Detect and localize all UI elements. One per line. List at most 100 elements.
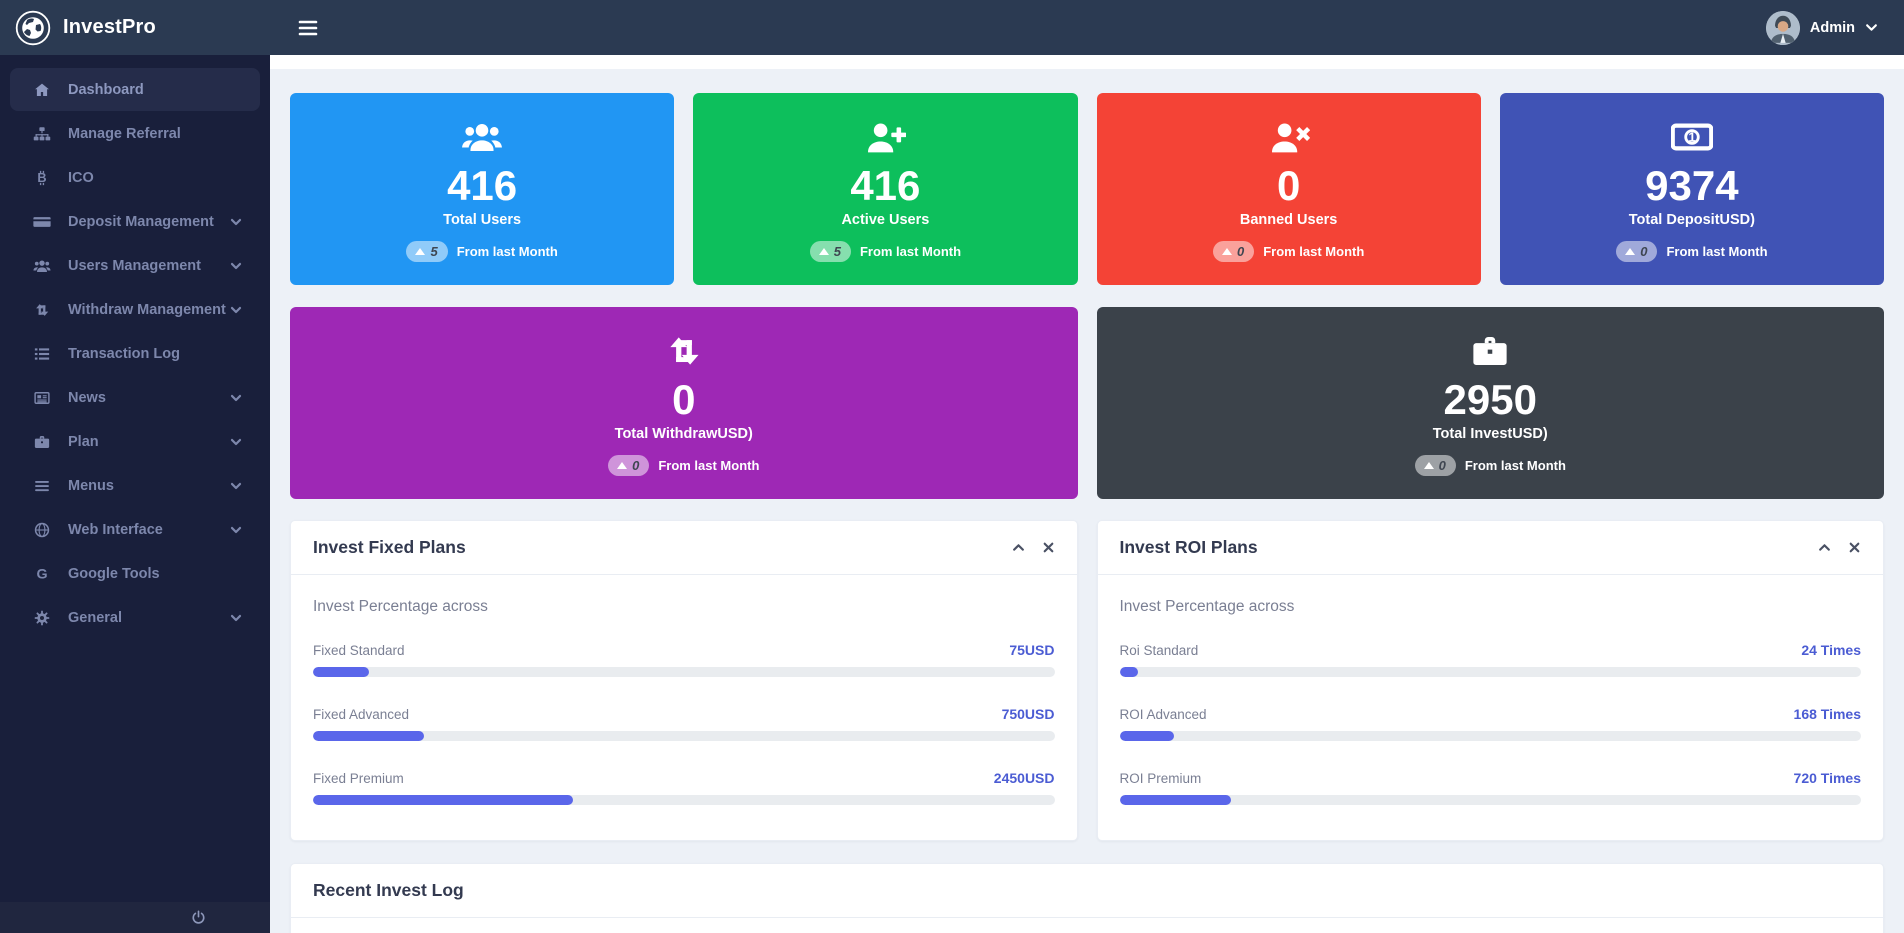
stat-label: Active Users	[841, 212, 930, 229]
stat-value: 416	[447, 161, 518, 209]
close-icon[interactable]	[1848, 541, 1861, 554]
stat-delta: 0 From last Month	[608, 455, 760, 477]
stat-card-active-users: 416 Active Users 5 From last Month	[693, 93, 1078, 285]
delta-badge: 0	[608, 455, 650, 477]
retweet-icon	[663, 330, 705, 372]
delta-value: 0	[632, 458, 640, 474]
chevron-down-icon	[1865, 21, 1878, 34]
sidebar-item-dashboard[interactable]: Dashboard	[10, 68, 260, 111]
user-menu[interactable]: Admin	[1765, 10, 1878, 45]
plan-label: Roi Standard	[1119, 643, 1199, 658]
sidebar-item-web-interface[interactable]: Web Interface	[10, 508, 260, 551]
plan-row-fixed-standard: Fixed Standard 75USD	[313, 642, 1055, 677]
recent-invest-log-panel: Recent Invest Log	[290, 863, 1884, 933]
hamburger-icon[interactable]	[296, 16, 320, 40]
sidebar-item-deposit-management[interactable]: Deposit Management	[10, 200, 260, 243]
sidebar-item-label: Plan	[68, 433, 99, 450]
user-plus-icon	[864, 116, 907, 158]
plan-value: 168 Times	[1793, 706, 1861, 722]
app-title: InvestPro	[63, 16, 156, 38]
plan-row-roi-standard: Roi Standard 24 Times	[1119, 642, 1861, 677]
globe-logo-icon	[15, 10, 51, 46]
progress-track	[313, 667, 1055, 677]
sidebar-item-manage-referral[interactable]: Manage Referral	[10, 112, 260, 155]
panel-title: Invest ROI Plans	[1119, 537, 1258, 557]
stat-cards-row2: 0 Total WithdrawUSD) 0 From last Month 2950 T…	[290, 307, 1884, 499]
plan-value: 75USD	[1009, 642, 1055, 658]
sidebar-item-withdraw-management[interactable]: Withdraw Management	[10, 288, 260, 331]
stat-label: Total Users	[443, 212, 522, 229]
chevron-down-icon	[230, 392, 242, 404]
sidebar-item-users-management[interactable]: Users Management	[10, 244, 260, 287]
panel-header: Invest ROI Plans	[1097, 521, 1883, 575]
progress-fill	[313, 795, 573, 805]
caret-up-icon	[415, 248, 426, 256]
users-icon	[32, 257, 52, 275]
stat-label: Total WithdrawUSD)	[614, 426, 753, 443]
brand[interactable]: InvestPro	[0, 10, 270, 46]
sidebar-item-plan[interactable]: Plan	[10, 420, 260, 463]
caret-up-icon	[1221, 248, 1232, 256]
stat-card-banned-users: 0 Banned Users 0 From last Month	[1096, 93, 1481, 285]
stat-delta: 5 From last Month	[406, 241, 558, 263]
list-icon	[32, 345, 52, 363]
delta-note: From last Month	[658, 458, 760, 474]
caret-up-icon	[1625, 248, 1636, 256]
delta-value: 5	[430, 244, 438, 260]
plan-value: 750USD	[1001, 706, 1055, 722]
briefcase-icon	[32, 433, 52, 451]
panel-title: Recent Invest Log	[313, 880, 464, 900]
panel-header: Recent Invest Log	[291, 864, 1883, 918]
stat-value: 0	[1276, 161, 1301, 209]
delta-note: From last Month	[456, 244, 558, 260]
collapse-icon[interactable]	[1818, 541, 1831, 554]
delta-note: From last Month	[859, 244, 962, 260]
sidebar-item-ico[interactable]: B ICO	[10, 156, 260, 199]
avatar	[1765, 10, 1800, 45]
caret-up-icon	[818, 248, 829, 256]
progress-fill	[1119, 795, 1231, 805]
stat-delta: 0 From last Month	[1414, 455, 1566, 477]
progress-track	[1119, 731, 1861, 741]
delta-badge: 0	[1212, 241, 1255, 263]
progress-track	[1119, 667, 1861, 677]
sidebar-item-label: Dashboard	[68, 81, 144, 98]
plan-label: Fixed Premium	[313, 771, 404, 786]
sidebar-footer	[0, 902, 270, 933]
delta-badge: 5	[809, 241, 851, 263]
invest-roi-plans-panel: Invest ROI Plans Invest Percentage acros…	[1096, 520, 1884, 841]
delta-value: 5	[833, 244, 841, 260]
delta-note: From last Month	[1464, 458, 1566, 474]
plan-row-fixed-premium: Fixed Premium 2450USD	[313, 770, 1055, 805]
sidebar-item-google-tools[interactable]: G Google Tools	[10, 552, 260, 595]
delta-badge: 0	[1414, 455, 1456, 477]
roi-plan-rows: Roi Standard 24 Times ROI Advanced 168 Time…	[1119, 642, 1861, 805]
sitemap-icon	[32, 125, 52, 143]
close-icon[interactable]	[1042, 541, 1055, 554]
content-top-strip	[270, 55, 1904, 69]
progress-track	[313, 795, 1055, 805]
stat-card-total-users: 416 Total Users 5 From last Month	[290, 93, 675, 285]
plan-row-roi-premium: ROI Premium 720 Times	[1119, 770, 1861, 805]
sidebar-item-label: Manage Referral	[68, 125, 181, 142]
sidebar-item-general[interactable]: General	[10, 596, 260, 639]
sidebar-item-transaction-log[interactable]: Transaction Log	[10, 332, 260, 375]
google-g-icon: G	[32, 565, 52, 583]
sidebar-item-label: Deposit Management	[68, 213, 214, 230]
chevron-down-icon	[230, 436, 242, 448]
panel-header: Invest Fixed Plans	[291, 521, 1077, 575]
power-icon[interactable]	[190, 909, 207, 926]
plan-value: 24 Times	[1801, 642, 1861, 658]
progress-fill	[313, 667, 369, 677]
briefcase-icon	[1469, 330, 1511, 372]
newspaper-icon	[32, 389, 52, 407]
collapse-icon[interactable]	[1012, 541, 1025, 554]
sidebar-item-news[interactable]: News	[10, 376, 260, 419]
chevron-down-icon	[230, 216, 242, 228]
stat-delta: 0 From last Month	[1212, 241, 1364, 263]
sidebar: Dashboard Manage Referral B ICO Deposit Mana…	[0, 55, 270, 933]
sidebar-item-menus[interactable]: Menus	[10, 464, 260, 507]
delta-note: From last Month	[1666, 244, 1768, 260]
plan-label: ROI Advanced	[1119, 707, 1207, 722]
fixed-plan-rows: Fixed Standard 75USD Fixed Advanced 750USD F…	[313, 642, 1055, 805]
